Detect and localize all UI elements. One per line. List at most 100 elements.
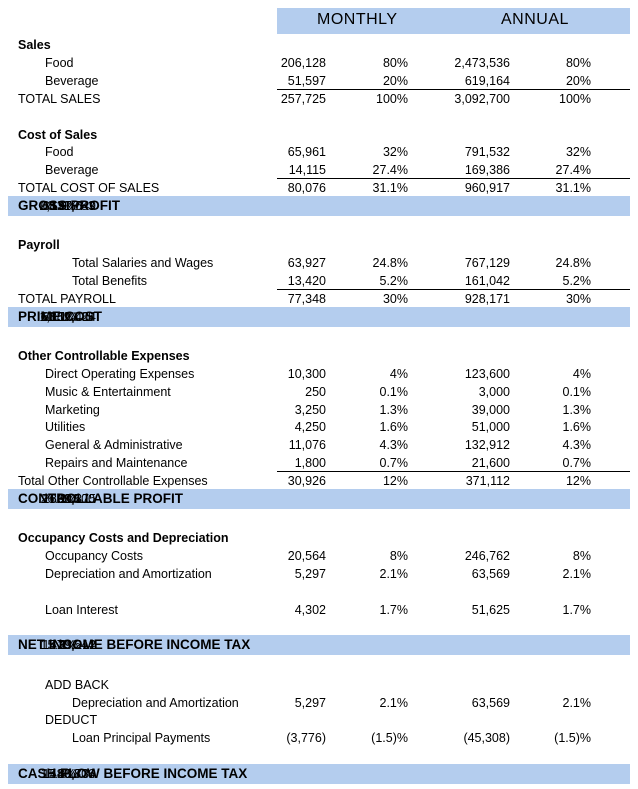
annual-percent: 12%: [565, 474, 591, 488]
table-row: Repairs and Maintenance 1,800 0.7% 21,600 0.…: [0, 454, 638, 472]
annual-value: 132,912: [464, 438, 510, 452]
table-row: TOTAL SALES 257,725 100% 3,092,700 100%: [0, 90, 638, 108]
table-row: Music & Entertainment 250 0.1% 3,000 0.1%: [0, 383, 638, 401]
table-row: Utilities 4,250 1.6% 51,000 1.6%: [0, 418, 638, 436]
table-row: Food 206,128 80% 2,473,536 80%: [0, 54, 638, 72]
annual-value: 3,092,700: [454, 92, 510, 106]
monthly-percent: 15.2%: [42, 638, 78, 652]
annual-percent: 0.1%: [562, 385, 592, 399]
table-row: Payroll: [0, 236, 638, 254]
highlight-row: CONTROLLABLE PROFIT 69,375 26.9% 832,500 26.…: [8, 489, 630, 509]
annual-percent: 27.4%: [555, 163, 591, 177]
monthly-percent: 1.7%: [379, 603, 409, 617]
row-label: CASH FLOW BEFORE INCOME TAX: [18, 766, 248, 781]
monthly-percent: 8%: [389, 549, 408, 563]
monthly-percent: 30%: [382, 292, 408, 306]
row-label: Other Controllable Expenses: [18, 349, 190, 363]
annual-percent: 2.1%: [562, 696, 592, 710]
annual-value: 619,164: [464, 74, 510, 88]
row-label: Direct Operating Expenses: [45, 367, 195, 381]
row-label: Total Benefits: [72, 274, 148, 288]
annual-value: 3,000: [478, 385, 510, 399]
annual-percent: 15.8%: [40, 767, 76, 781]
subtotal-underline: [277, 289, 630, 290]
annual-value: 123,600: [464, 367, 510, 381]
annual-value: 51,000: [471, 420, 510, 434]
monthly-percent: 12%: [382, 474, 408, 488]
annual-value: 161,042: [464, 274, 510, 288]
monthly-value: 10,300: [287, 367, 326, 381]
table-row: General & Administrative 11,076 4.3% 132,91…: [0, 436, 638, 454]
annual-percent: 68.9%: [40, 199, 76, 213]
row-label: Depreciation and Amortization: [72, 696, 239, 710]
highlight-row: NET INCOME BEFORE INCOME TAX 39,212 15.2% 4…: [8, 635, 630, 655]
table-row: Direct Operating Expenses 10,300 4% 123,600…: [0, 365, 638, 383]
monthly-value: 5,297: [294, 696, 326, 710]
monthly-value: 80,076: [287, 181, 326, 195]
row-label: TOTAL SALES: [18, 92, 101, 106]
annual-value: 470,544: [49, 638, 95, 652]
annual-value: 63,569: [471, 696, 510, 710]
monthly-value: 11,076: [288, 438, 326, 452]
monthly-percent: 1.3%: [379, 403, 409, 417]
annual-value: 791,532: [464, 145, 510, 159]
annual-percent: 30%: [565, 292, 591, 306]
annual-value: 1,889,088: [39, 310, 95, 324]
table-row: ADD BACK: [0, 676, 638, 694]
annual-percent: 4.3%: [562, 438, 592, 452]
row-label: Total Salaries and Wages: [72, 256, 214, 270]
row-label: General & Administrative: [45, 438, 183, 452]
annual-percent: 1.3%: [562, 403, 592, 417]
row-label: Occupancy Costs and Depreciation: [18, 531, 229, 545]
monthly-value: 30,926: [287, 474, 326, 488]
row-label: Payroll: [18, 238, 60, 252]
annual-value: 832,500: [49, 492, 95, 506]
row-label: Beverage: [45, 163, 99, 177]
monthly-percent: (1.5)%: [371, 731, 408, 745]
annual-value: 371,112: [465, 474, 510, 488]
table-row: Food 65,961 32% 791,532 32%: [0, 143, 638, 161]
table-row: Cost of Sales: [0, 126, 638, 144]
annual-percent: 32%: [565, 145, 591, 159]
annual-percent: 15.2%: [40, 638, 76, 652]
table-row: Beverage 14,115 27.4% 169,386 27.4%: [0, 161, 638, 179]
monthly-percent: 2.1%: [379, 567, 409, 581]
monthly-value: 4,302: [294, 603, 326, 617]
annual-value: 51,625: [471, 603, 510, 617]
monthly-value: 77,348: [287, 292, 326, 306]
table-row: Occupancy Costs 20,564 8% 246,762 8%: [0, 547, 638, 565]
monthly-value: 5,297: [294, 567, 326, 581]
annual-value: 2,131,783: [39, 199, 95, 213]
monthly-value: 157,424: [50, 310, 96, 324]
highlight-row: PRIME COST 157,424 61.1% 1,889,088 61.1%: [8, 307, 630, 327]
subtotal-underline: [277, 471, 630, 472]
table-row: Other Controllable Expenses: [0, 347, 638, 365]
annual-percent: 61.1%: [40, 310, 76, 324]
monthly-value: (3,776): [286, 731, 326, 745]
annual-value: 928,171: [464, 292, 510, 306]
row-label: Loan Principal Payments: [72, 731, 211, 745]
monthly-percent: 2.1%: [379, 696, 409, 710]
annual-percent: 5.2%: [562, 274, 592, 288]
table-row: Loan Principal Payments (3,776) (1.5)% (45,…: [0, 729, 638, 747]
monthly-value: 257,725: [280, 92, 326, 106]
annual-value: 39,000: [471, 403, 510, 417]
highlight-row: GROSS PROFIT 177,649 68.9% 2,131,783 68.9%: [8, 196, 630, 216]
monthly-value: 3,250: [294, 403, 326, 417]
monthly-percent: 31.1%: [372, 181, 408, 195]
row-label: Beverage: [45, 74, 99, 88]
row-label: Sales: [18, 38, 51, 52]
monthly-value: 177,649: [50, 199, 96, 213]
row-label: Loan Interest: [45, 603, 118, 617]
annual-value: 960,917: [464, 181, 510, 195]
row-label: Marketing: [45, 403, 100, 417]
annual-percent: 24.8%: [555, 256, 591, 270]
annual-percent: 8%: [572, 549, 591, 563]
annual-percent: 1.6%: [562, 420, 592, 434]
annual-value: (45,308): [463, 731, 510, 745]
monthly-percent: 5.2%: [379, 274, 409, 288]
monthly-percent: 26.9%: [42, 492, 78, 506]
monthly-percent: 0.7%: [379, 456, 409, 470]
row-label: TOTAL PAYROLL: [18, 292, 116, 306]
monthly-percent: 27.4%: [372, 163, 408, 177]
